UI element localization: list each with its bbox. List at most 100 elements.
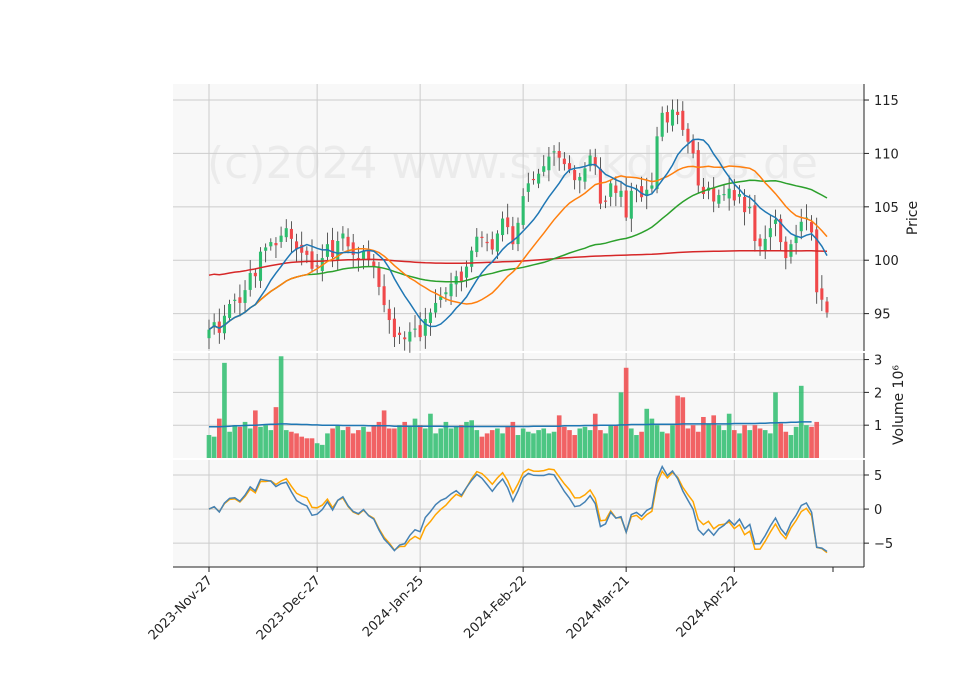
candle-body xyxy=(392,318,396,338)
volume-bar xyxy=(237,426,243,458)
moving-average-lines xyxy=(208,138,828,331)
volume-bar xyxy=(525,431,531,458)
candle-body xyxy=(815,229,819,293)
candle-body xyxy=(454,276,458,285)
volume-bar xyxy=(376,421,382,458)
candle-body xyxy=(336,240,340,260)
price-tick-label: 100 xyxy=(874,254,899,269)
candle-body xyxy=(743,196,747,213)
candle-body xyxy=(717,195,721,204)
candle-body xyxy=(305,250,309,255)
candle-body xyxy=(501,218,505,236)
volume-bar xyxy=(551,431,557,458)
volume-bar xyxy=(299,436,305,458)
volume-bar xyxy=(582,426,588,458)
volume-bar xyxy=(711,415,717,458)
price-tick-label: 110 xyxy=(874,147,899,162)
volume-bar xyxy=(577,428,583,458)
volume-bar xyxy=(417,425,423,458)
volume-bar xyxy=(500,433,505,458)
x-tick-label: 2024-Mar-21 xyxy=(564,573,633,642)
volume-bar xyxy=(510,421,516,458)
volume-tick-label: 1 xyxy=(874,419,882,434)
volume-bar xyxy=(788,435,794,458)
candle-body xyxy=(562,158,566,165)
volume-bar xyxy=(654,425,660,458)
osc-tick-label: −5 xyxy=(874,537,893,552)
candle-body xyxy=(269,242,273,247)
volume-bar xyxy=(623,367,629,458)
candle-body xyxy=(413,328,417,330)
volume-bar xyxy=(314,443,320,458)
candle-body xyxy=(676,111,680,115)
candle-body xyxy=(495,233,499,252)
candle-body xyxy=(748,206,752,209)
volume-bar xyxy=(340,430,346,458)
volume-bar xyxy=(634,435,639,458)
volume-bar xyxy=(258,426,263,458)
candle-body xyxy=(763,238,767,251)
x-tick-label: 2024-Feb-22 xyxy=(461,573,530,642)
candle-body xyxy=(372,261,376,267)
candle-body xyxy=(490,239,494,250)
volume-bar xyxy=(608,425,614,458)
volume-bar xyxy=(448,428,454,458)
candle-body xyxy=(475,236,479,253)
ma-mid-line xyxy=(208,165,828,331)
volume-bar xyxy=(345,426,351,458)
volume-bar xyxy=(273,407,279,458)
candle-body xyxy=(537,173,541,184)
candle-body xyxy=(779,218,783,243)
volume-bar xyxy=(263,425,268,458)
price-candles xyxy=(207,99,829,353)
volume-bar xyxy=(778,423,783,458)
candle-body xyxy=(511,226,515,245)
candle-body xyxy=(382,286,386,306)
candle-body xyxy=(212,322,216,328)
candle-body xyxy=(516,222,520,245)
volume-bar xyxy=(783,431,789,458)
oscillator-line-1 xyxy=(208,464,828,553)
volume-bar xyxy=(325,433,330,458)
volume-bar xyxy=(309,438,315,458)
x-tick-label: 2024-Jan-25 xyxy=(360,573,427,640)
x-tick-label: 2023-Nov-27 xyxy=(146,573,216,643)
candle-body xyxy=(645,189,649,197)
ma-xlong-line xyxy=(208,249,828,276)
volume-bar xyxy=(644,408,650,458)
volume-bar xyxy=(706,423,711,458)
volume-bar xyxy=(752,425,758,458)
candle-body xyxy=(547,156,551,171)
candle-body xyxy=(655,136,659,190)
candle-body xyxy=(732,190,736,201)
candle-body xyxy=(629,190,633,219)
volume-bar xyxy=(768,433,773,458)
volume-bar xyxy=(536,430,541,458)
candle-body xyxy=(686,128,690,142)
candle-body xyxy=(660,112,664,137)
candle-body xyxy=(670,109,675,126)
volume-bar xyxy=(211,436,217,458)
volume-bar xyxy=(422,428,428,458)
candle-body xyxy=(531,178,535,181)
candle-body xyxy=(464,266,469,278)
candle-body xyxy=(573,169,577,181)
volume-bar xyxy=(731,430,737,458)
volume-bar xyxy=(206,435,212,458)
volume-bar xyxy=(474,430,480,458)
candle-body xyxy=(207,329,211,339)
price-tick-label: 105 xyxy=(874,201,899,216)
candle-body xyxy=(253,272,257,277)
candle-body xyxy=(609,183,613,197)
candle-body xyxy=(526,183,530,192)
volume-bar xyxy=(459,425,464,458)
ma-short-line xyxy=(208,138,828,331)
candle-body xyxy=(398,332,402,335)
candle-body xyxy=(758,238,762,247)
volume-bar xyxy=(356,430,361,458)
volume-bar xyxy=(639,431,644,458)
volume-axis-label: Volume 10⁶ xyxy=(891,365,907,445)
volume-bar xyxy=(675,395,680,458)
volume-bar xyxy=(773,392,778,458)
volume-bar xyxy=(737,433,742,458)
